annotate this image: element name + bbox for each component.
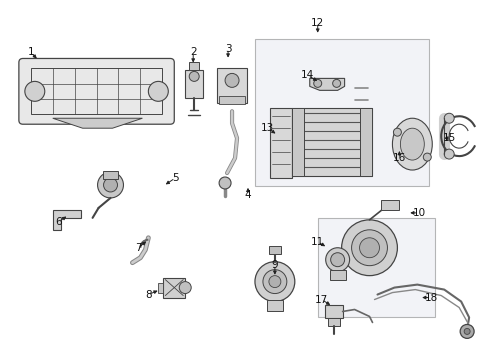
Circle shape bbox=[444, 149, 454, 159]
Bar bbox=[158, 283, 163, 293]
Circle shape bbox=[444, 113, 454, 123]
Text: 9: 9 bbox=[271, 260, 278, 270]
Circle shape bbox=[179, 282, 191, 293]
Polygon shape bbox=[53, 210, 81, 230]
Bar bbox=[217, 68, 247, 103]
Bar bbox=[330, 270, 345, 280]
Circle shape bbox=[352, 230, 388, 266]
Circle shape bbox=[189, 71, 199, 81]
Text: 1: 1 bbox=[27, 48, 34, 58]
Circle shape bbox=[360, 238, 379, 258]
Bar bbox=[102, 171, 119, 179]
Bar bbox=[292, 108, 304, 176]
Bar bbox=[318, 218, 435, 318]
Bar bbox=[269, 246, 281, 254]
FancyBboxPatch shape bbox=[19, 58, 174, 124]
Circle shape bbox=[219, 177, 231, 189]
Text: 18: 18 bbox=[425, 293, 438, 302]
Bar bbox=[185, 71, 203, 98]
Bar bbox=[255, 39, 429, 186]
Bar bbox=[270, 108, 292, 178]
Circle shape bbox=[263, 270, 287, 293]
Text: 15: 15 bbox=[442, 133, 456, 143]
Text: 11: 11 bbox=[311, 237, 324, 247]
Circle shape bbox=[225, 73, 239, 87]
Text: 5: 5 bbox=[172, 173, 178, 183]
Text: 14: 14 bbox=[301, 71, 315, 80]
Bar bbox=[267, 300, 283, 311]
Text: 6: 6 bbox=[55, 217, 62, 227]
Circle shape bbox=[103, 178, 118, 192]
Bar bbox=[328, 319, 340, 327]
Text: 8: 8 bbox=[145, 289, 152, 300]
Text: 2: 2 bbox=[190, 48, 196, 58]
Text: 10: 10 bbox=[413, 208, 426, 218]
Ellipse shape bbox=[400, 128, 424, 160]
Circle shape bbox=[342, 220, 397, 276]
Bar bbox=[382, 200, 399, 210]
Circle shape bbox=[148, 81, 168, 101]
Circle shape bbox=[98, 172, 123, 198]
Circle shape bbox=[255, 262, 295, 302]
Polygon shape bbox=[53, 118, 143, 128]
Bar bbox=[163, 278, 185, 298]
Circle shape bbox=[25, 81, 45, 101]
Ellipse shape bbox=[392, 118, 432, 170]
Bar bbox=[360, 108, 371, 176]
Circle shape bbox=[269, 276, 281, 288]
Text: 12: 12 bbox=[311, 18, 324, 28]
Circle shape bbox=[331, 253, 344, 267]
Circle shape bbox=[460, 324, 474, 338]
Text: 4: 4 bbox=[245, 190, 251, 200]
Bar bbox=[219, 96, 245, 104]
Circle shape bbox=[326, 248, 349, 272]
Circle shape bbox=[314, 80, 322, 87]
Text: 17: 17 bbox=[315, 294, 328, 305]
Polygon shape bbox=[310, 78, 344, 90]
Circle shape bbox=[464, 328, 470, 334]
Bar bbox=[189, 62, 199, 71]
Bar bbox=[292, 108, 371, 176]
Text: 16: 16 bbox=[393, 153, 406, 163]
Circle shape bbox=[393, 128, 401, 136]
Circle shape bbox=[423, 153, 431, 161]
Text: 13: 13 bbox=[261, 123, 274, 133]
Text: 7: 7 bbox=[135, 243, 142, 253]
Circle shape bbox=[333, 80, 341, 87]
Bar bbox=[31, 68, 162, 114]
Text: 3: 3 bbox=[225, 44, 231, 54]
Bar bbox=[325, 305, 343, 319]
